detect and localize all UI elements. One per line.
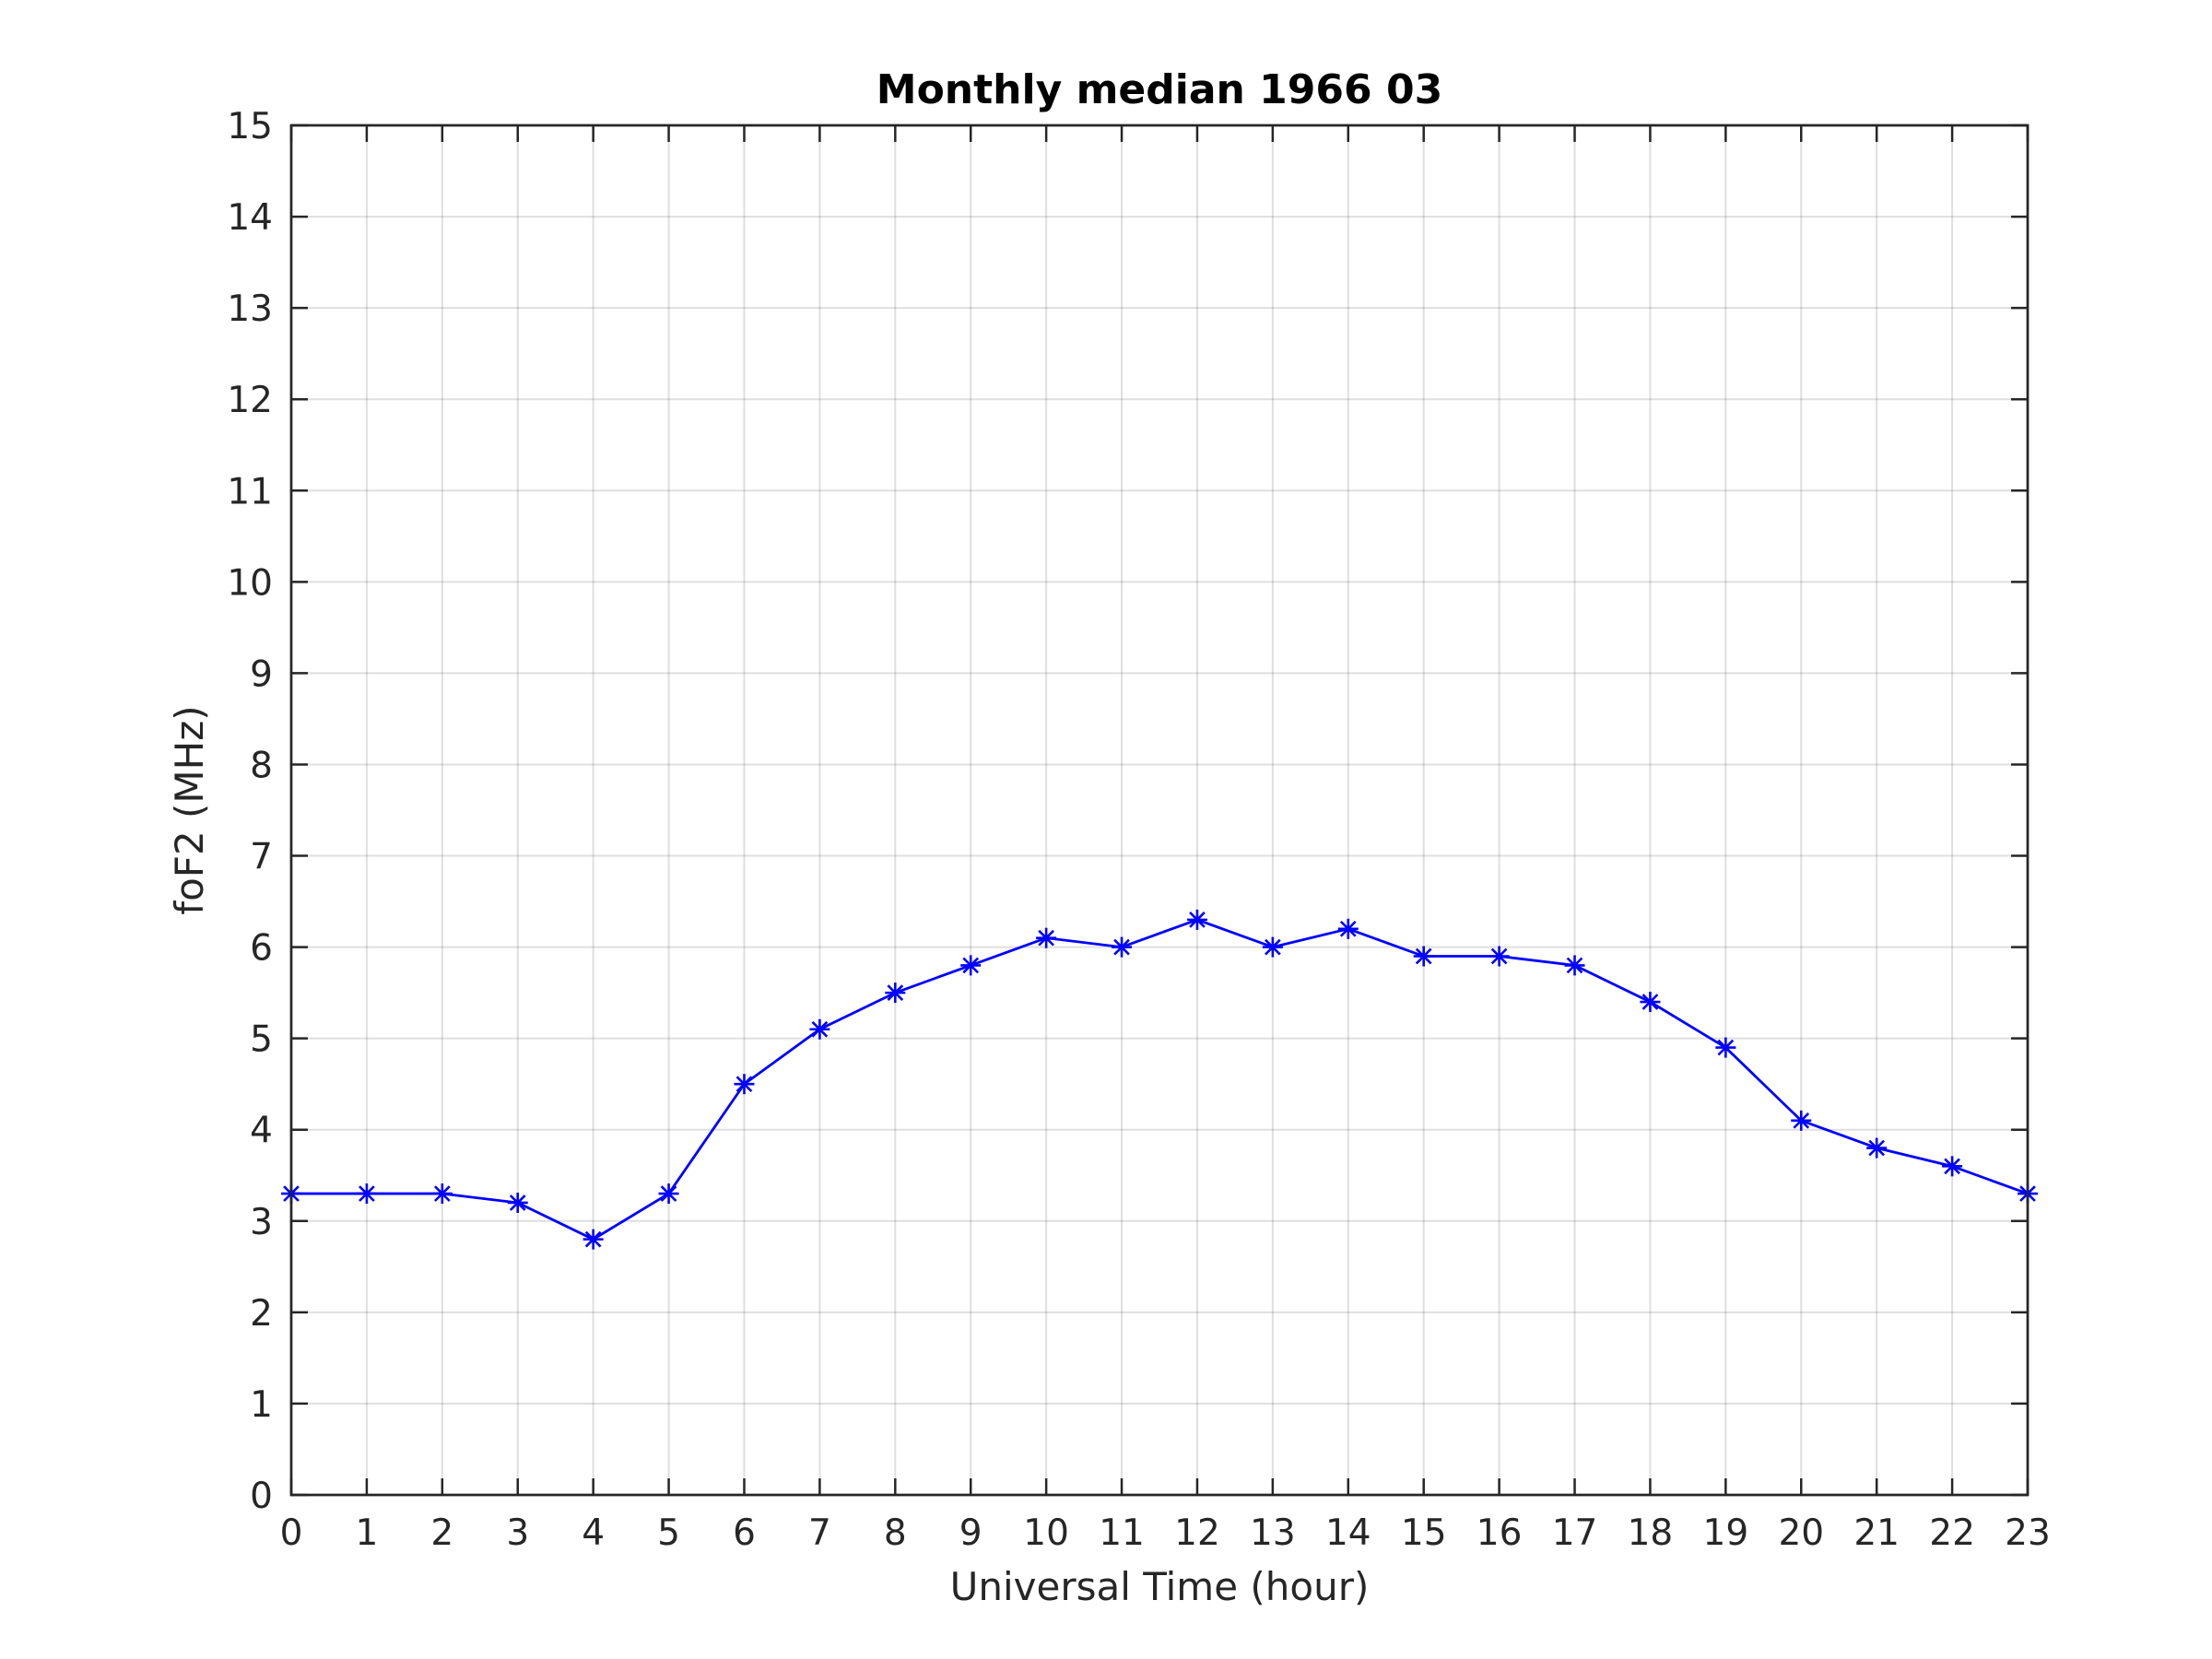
y-tick-label: 10 — [227, 562, 273, 604]
y-tick-label: 6 — [250, 928, 273, 970]
data-point-marker — [885, 982, 906, 1004]
data-point-marker — [960, 955, 982, 976]
plot-area — [289, 124, 2030, 1497]
x-tick-label: 6 — [733, 1512, 756, 1554]
data-point-marker — [1942, 1156, 1963, 1177]
data-point-marker — [1866, 1137, 1888, 1159]
y-tick-label: 8 — [250, 745, 273, 786]
data-point-marker — [1791, 1110, 1812, 1131]
x-tick-label: 2 — [430, 1512, 453, 1554]
y-tick-label: 0 — [250, 1476, 273, 1517]
y-tick-label: 12 — [227, 380, 273, 421]
x-tick-label: 21 — [1853, 1512, 1900, 1554]
y-tick-label: 9 — [250, 653, 273, 695]
series-line — [291, 918, 2029, 1241]
chart-title: Monthly median 1966 03 — [877, 66, 1442, 113]
x-tick-label: 18 — [1628, 1512, 1674, 1554]
x-tick-label: 23 — [2005, 1512, 2051, 1554]
x-tick-label: 11 — [1099, 1512, 1145, 1554]
data-point-marker — [1112, 936, 1133, 958]
y-tick-label: 2 — [250, 1293, 273, 1335]
x-axis-label: Universal Time (hour) — [950, 1564, 1370, 1609]
x-tick-label: 13 — [1250, 1512, 1296, 1554]
x-tick-label: 9 — [959, 1512, 982, 1554]
x-tick-label: 12 — [1174, 1512, 1220, 1554]
x-tick-label: 22 — [1929, 1512, 1975, 1554]
x-tick-label: 10 — [1023, 1512, 1069, 1554]
y-tick-label: 15 — [227, 106, 273, 147]
x-tick-label: 17 — [1552, 1512, 1598, 1554]
data-point-marker — [1564, 955, 1585, 976]
x-tick-label: 7 — [808, 1512, 831, 1554]
x-tick-label: 8 — [884, 1512, 907, 1554]
x-tick-label: 14 — [1325, 1512, 1371, 1554]
grid — [291, 125, 2028, 1495]
y-tick-label: 14 — [227, 197, 273, 239]
y-axis-label: foF2 (MHz) — [167, 705, 212, 914]
data-point-marker — [431, 1183, 453, 1205]
data-point-marker — [1715, 1037, 1736, 1058]
data-point-marker — [1262, 936, 1283, 958]
y-tick-label: 4 — [250, 1111, 273, 1152]
x-tick-label: 3 — [506, 1512, 529, 1554]
data-point-marker — [1186, 909, 1207, 930]
y-tick-label: 5 — [250, 1019, 273, 1061]
data-point-marker — [658, 1183, 679, 1205]
x-tick-label: 1 — [355, 1512, 378, 1554]
y-tick-label: 11 — [227, 471, 273, 512]
x-tick-label: 19 — [1703, 1512, 1749, 1554]
data-point-marker — [1413, 946, 1434, 967]
x-tick-labels: 0 1 2 3 4 5 6 7 8 9 10 11 12 13 14 15 16 17 18 19 20 21 22 23 — [280, 1512, 2051, 1554]
y-tick-label: 13 — [227, 288, 273, 330]
data-point-marker — [1036, 927, 1057, 948]
x-tick-label: 0 — [280, 1512, 303, 1554]
data-point-marker — [1488, 946, 1510, 967]
x-tick-label: 16 — [1477, 1512, 1523, 1554]
x-tick-label: 15 — [1401, 1512, 1447, 1554]
y-tick-label: 7 — [250, 837, 273, 878]
x-tick-label: 5 — [657, 1512, 680, 1554]
data-point-marker — [809, 1018, 830, 1040]
x-tick-label: 4 — [582, 1512, 605, 1554]
data-point-marker — [356, 1183, 377, 1205]
data-point-marker — [582, 1229, 604, 1250]
axes-frame — [289, 124, 2030, 1497]
data-point-marker — [734, 1074, 755, 1095]
x-tick-label: 20 — [1778, 1512, 1824, 1554]
data-point-marker — [507, 1192, 528, 1213]
y-tick-label: 3 — [250, 1202, 273, 1243]
y-tick-label: 1 — [250, 1384, 273, 1426]
data-point-marker — [1640, 992, 1661, 1013]
data-point-marker — [1337, 918, 1359, 939]
